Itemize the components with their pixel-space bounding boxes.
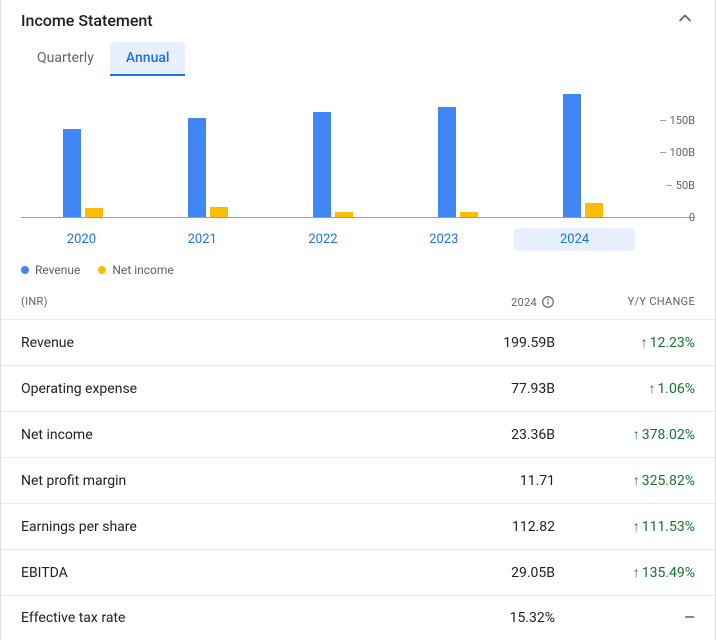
chart-x-labels: 2020202120222023 2024	[1, 218, 715, 251]
legend-net-income: Net income	[98, 263, 173, 277]
bar-net-income	[335, 212, 353, 217]
year-group[interactable]	[146, 88, 271, 217]
table-body: Revenue199.59B12.23%Operating expense77.…	[1, 319, 715, 640]
metric-value: 77.93B	[395, 381, 555, 397]
year-label[interactable]: 2022	[263, 228, 384, 251]
legend-revenue: Revenue	[21, 263, 80, 277]
metric-value: 15.32%	[395, 610, 555, 626]
table-header-year: 2024	[395, 295, 555, 309]
bar-net-income	[85, 208, 103, 217]
table-header-currency: (INR)	[21, 295, 395, 309]
metric-change: 378.02%	[555, 426, 695, 443]
year-group[interactable]	[520, 88, 645, 217]
metric-name: Operating expense	[21, 381, 395, 397]
year-group[interactable]	[395, 88, 520, 217]
bar-revenue	[188, 118, 206, 217]
collapse-icon[interactable]	[675, 8, 695, 32]
table-row: Net income23.36B378.02%	[1, 411, 715, 457]
bar-chart: 050B100B150B	[1, 76, 715, 218]
metric-name: Revenue	[21, 335, 395, 351]
income-statement-panel: Income Statement Quarterly Annual 050B10…	[0, 0, 716, 640]
metric-name: Earnings per share	[21, 519, 395, 535]
bar-net-income	[585, 203, 603, 217]
bar-revenue	[63, 129, 81, 217]
table-row: Earnings per share112.82111.53%	[1, 503, 715, 549]
metric-change: 111.53%	[555, 518, 695, 535]
metric-change: 135.49%	[555, 564, 695, 581]
section-header: Income Statement	[1, 0, 715, 32]
year-label[interactable]: 2020	[21, 228, 142, 251]
metric-name: Net income	[21, 427, 395, 443]
legend-label-net-income: Net income	[112, 263, 173, 277]
year-group[interactable]	[21, 88, 146, 217]
tab-quarterly[interactable]: Quarterly	[21, 42, 110, 76]
section-title: Income Statement	[21, 11, 153, 30]
period-tabs: Quarterly Annual	[1, 32, 715, 76]
metric-value: 11.71	[395, 473, 555, 489]
metric-change: 12.23%	[555, 334, 695, 351]
metric-change: 325.82%	[555, 472, 695, 489]
year-label[interactable]: 2021	[142, 228, 263, 251]
bar-net-income	[210, 207, 228, 217]
table-row: Operating expense77.93B1.06%	[1, 365, 715, 411]
table-row: EBITDA29.05B135.49%	[1, 549, 715, 595]
bar-revenue	[438, 107, 456, 218]
metric-name: EBITDA	[21, 565, 395, 581]
bar-revenue	[563, 94, 581, 218]
metric-name: Net profit margin	[21, 473, 395, 489]
metric-change: —	[555, 610, 695, 626]
year-label[interactable]: 2024	[514, 228, 635, 251]
bar-revenue	[313, 112, 331, 217]
metric-value: 23.36B	[395, 427, 555, 443]
legend-label-revenue: Revenue	[35, 263, 80, 277]
chart-plot-area	[21, 88, 695, 218]
year-group[interactable]	[271, 88, 396, 217]
metric-value: 29.05B	[395, 565, 555, 581]
info-icon[interactable]	[541, 295, 555, 309]
bar-net-income	[460, 212, 478, 217]
year-label[interactable]: 2023	[383, 228, 504, 251]
table-row: Revenue199.59B12.23%	[1, 319, 715, 365]
chart-legend: Revenue Net income	[1, 251, 715, 281]
table-header: (INR) 2024 Y/Y CHANGE	[1, 281, 715, 319]
metric-name: Effective tax rate	[21, 610, 395, 626]
legend-dot-net-income	[98, 266, 106, 274]
tab-annual[interactable]: Annual	[110, 42, 186, 76]
table-header-change: Y/Y CHANGE	[555, 295, 695, 309]
legend-dot-revenue	[21, 266, 29, 274]
metric-change: 1.06%	[555, 380, 695, 397]
metric-value: 199.59B	[395, 335, 555, 351]
table-row: Net profit margin11.71325.82%	[1, 457, 715, 503]
metric-value: 112.82	[395, 519, 555, 535]
table-row: Effective tax rate15.32%—	[1, 595, 715, 640]
